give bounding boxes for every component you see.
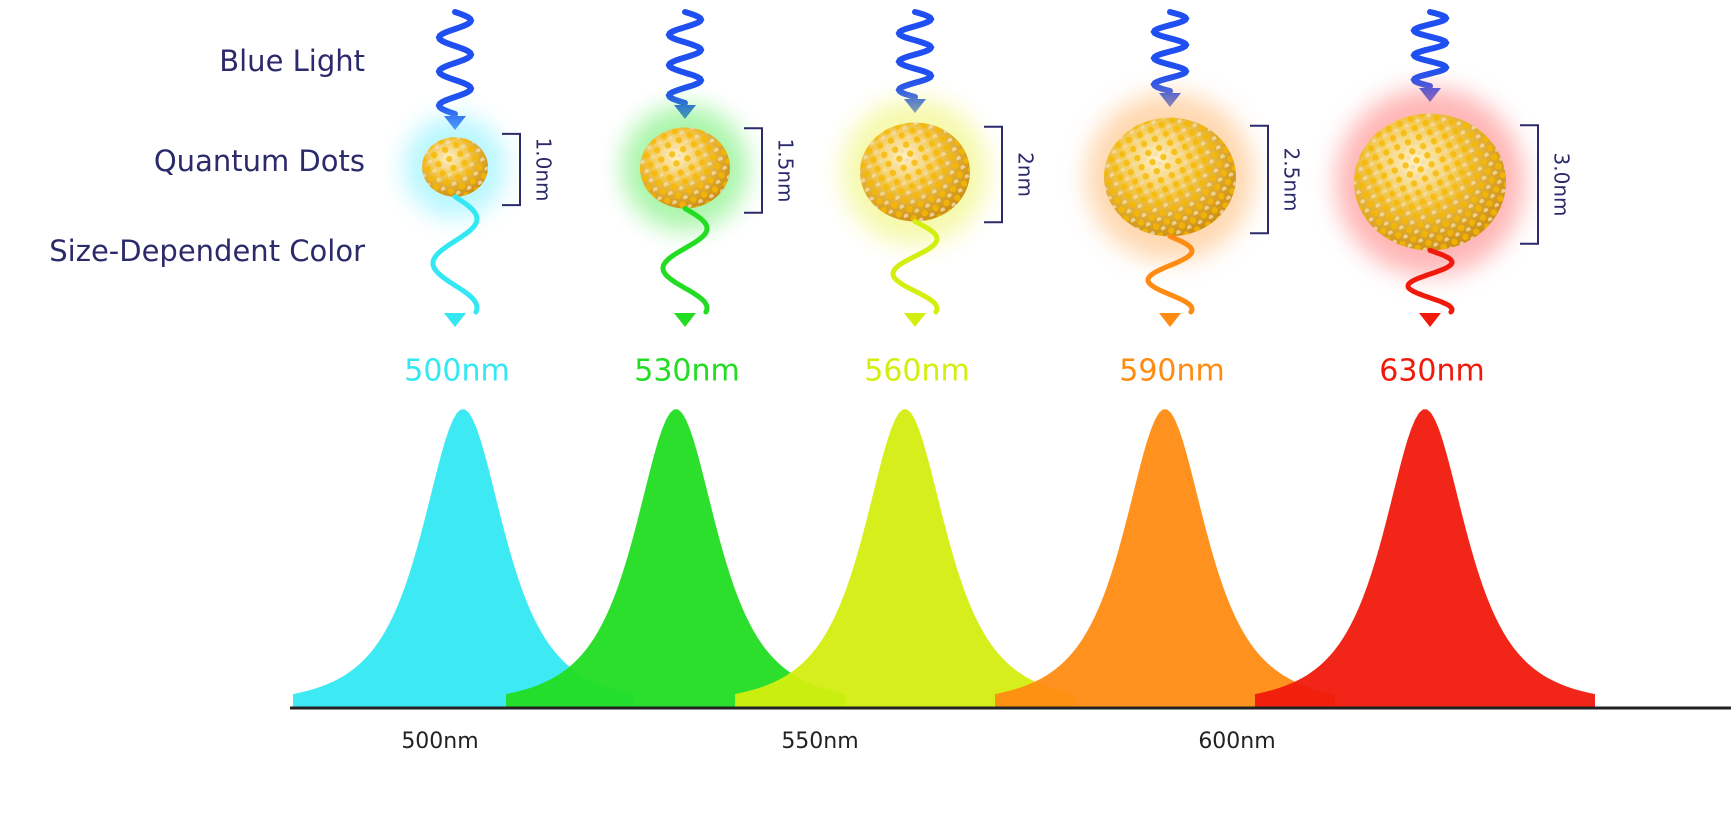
- size-label: 2nm: [1014, 152, 1038, 197]
- blue-light-wave: [439, 12, 471, 114]
- row-label: Quantum Dots: [154, 144, 365, 178]
- axis-tick-label: 500nm: [401, 729, 478, 754]
- blue-light-wave: [1414, 12, 1446, 86]
- size-label: 1.0nm: [532, 138, 556, 202]
- wavelength-label: 590nm: [1119, 354, 1225, 389]
- arrow-head: [674, 313, 696, 327]
- wavelength-label: 560nm: [864, 354, 970, 389]
- row-label: Blue Light: [219, 44, 365, 78]
- arrow-head: [1419, 313, 1441, 327]
- wavelength-label: 500nm: [404, 354, 510, 389]
- axis-tick-label: 550nm: [781, 729, 858, 754]
- blue-light-wave: [899, 12, 931, 97]
- arrow-head: [444, 313, 466, 327]
- diagram: Blue Light Quantum Dots Size-Dependent Col…: [0, 0, 1731, 827]
- size-label: 2.5nm: [1280, 148, 1304, 212]
- wavelength-label: 530nm: [634, 354, 740, 389]
- quantum-dot-atoms: [640, 128, 730, 209]
- spectrum-peak: [995, 409, 1335, 707]
- blue-light-wave: [669, 12, 701, 103]
- quantum-dot-atoms: [1354, 114, 1506, 251]
- arrow-head: [1159, 313, 1181, 327]
- quantum-dot-atoms: [860, 123, 970, 222]
- size-label: 3.0nm: [1550, 153, 1574, 217]
- wavelength-label: 630nm: [1379, 354, 1485, 389]
- quantum-dot-atoms: [1104, 118, 1236, 237]
- spectrum-peak: [1255, 409, 1595, 707]
- spectrum-peak: [735, 409, 1075, 707]
- quantum-dot-atoms: [422, 137, 488, 196]
- arrow-head: [904, 313, 926, 327]
- axis-tick-label: 600nm: [1198, 729, 1275, 754]
- blue-light-wave: [1154, 12, 1186, 91]
- size-label: 1.5nm: [774, 139, 798, 203]
- row-label: Size-Dependent Color: [49, 234, 365, 268]
